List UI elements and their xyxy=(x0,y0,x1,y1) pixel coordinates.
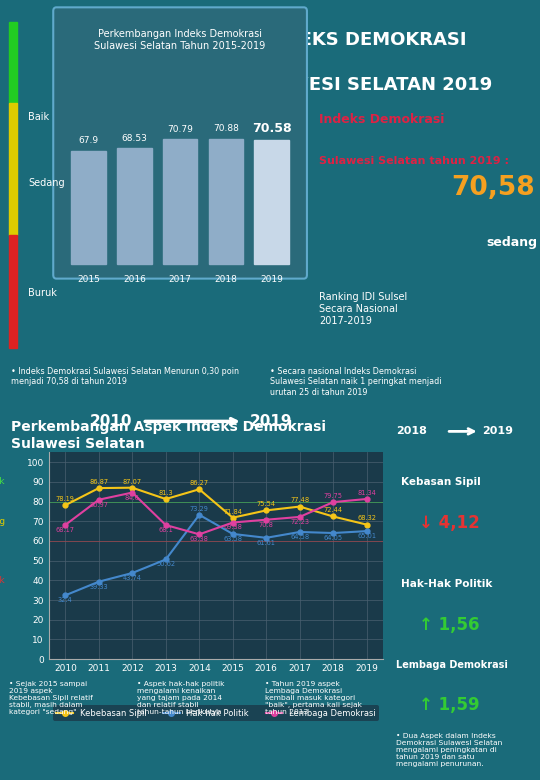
Text: SULAWESI SELATAN 2019: SULAWESI SELATAN 2019 xyxy=(237,76,492,94)
Text: 68.32: 68.32 xyxy=(357,516,376,522)
Text: 81.3: 81.3 xyxy=(158,490,173,496)
Text: 61.61: 61.61 xyxy=(257,540,275,546)
Text: 63.58: 63.58 xyxy=(223,536,242,542)
Bar xyxy=(117,148,152,264)
Text: 73.29: 73.29 xyxy=(190,505,208,512)
Text: 2019: 2019 xyxy=(483,426,514,436)
Text: 65.01: 65.01 xyxy=(357,533,376,539)
Bar xyxy=(254,140,289,264)
Text: 87.07: 87.07 xyxy=(123,478,142,484)
Text: 86.27: 86.27 xyxy=(190,480,209,486)
Text: 75.54: 75.54 xyxy=(256,502,276,507)
Text: • Secara nasional Indeks Demokrasi
Sulawesi Selatan naik 1 peringkat menjadi
uru: • Secara nasional Indeks Demokrasi Sulaw… xyxy=(270,367,442,397)
Text: Perkembangan Indeks Demokrasi
Sulawesi Selatan Tahun 2015-2019: Perkembangan Indeks Demokrasi Sulawesi S… xyxy=(94,30,266,51)
Text: 68.53: 68.53 xyxy=(122,134,147,143)
Text: 70.8: 70.8 xyxy=(259,522,274,527)
Text: 32.4: 32.4 xyxy=(58,597,73,603)
Text: 67.9: 67.9 xyxy=(79,136,99,145)
Text: Perkembangan Aspek Indeks Demokrasi
Sulawesi Selatan: Perkembangan Aspek Indeks Demokrasi Sula… xyxy=(11,420,326,451)
Text: Sedang: Sedang xyxy=(0,517,5,526)
Text: 2016: 2016 xyxy=(123,275,146,284)
Text: • Aspek hak-hak politik
mengalami kenaikan
yang tajam pada 2014
dan relatif stab: • Aspek hak-hak politik mengalami kenaik… xyxy=(137,681,225,714)
Text: 70,58: 70,58 xyxy=(452,175,535,200)
Text: 68.17: 68.17 xyxy=(56,526,75,533)
Text: ↑ 1,59: ↑ 1,59 xyxy=(419,696,480,714)
Text: 71.84: 71.84 xyxy=(223,509,242,515)
Text: 63.38: 63.38 xyxy=(190,537,208,542)
Text: ↓ 4,12: ↓ 4,12 xyxy=(419,513,480,531)
Text: 39.33: 39.33 xyxy=(90,583,108,590)
Text: 70.58: 70.58 xyxy=(252,122,292,135)
Bar xyxy=(9,103,17,235)
Text: 64.05: 64.05 xyxy=(323,535,343,541)
Text: • Sejak 2015 sampai
2019 aspek
Kebebasan Sipil relatif
stabil, masih dalam
kateg: • Sejak 2015 sampai 2019 aspek Kebebasan… xyxy=(9,681,93,714)
Text: 72.23: 72.23 xyxy=(290,519,309,525)
Text: Kebasan Sipil: Kebasan Sipil xyxy=(401,477,481,487)
Bar xyxy=(71,151,106,264)
Text: Baik: Baik xyxy=(0,477,5,487)
Text: 64.58: 64.58 xyxy=(290,534,309,540)
Bar xyxy=(163,139,197,264)
Text: Lembaga Demokrasi: Lembaga Demokrasi xyxy=(396,660,508,669)
Text: 77.48: 77.48 xyxy=(290,498,309,503)
Legend: Kebebasan Sipil, Hak-hak Politik, Lembaga Demokrasi: Kebebasan Sipil, Hak-hak Politik, Lembag… xyxy=(53,705,379,721)
Text: 70.88: 70.88 xyxy=(213,124,239,133)
Text: • Dua Aspek dalam Indeks
Demokrasi Sulawesi Selatan
mengalami peningkatan di
tah: • Dua Aspek dalam Indeks Demokrasi Sulaw… xyxy=(396,732,503,767)
FancyBboxPatch shape xyxy=(53,7,307,278)
Text: 50.62: 50.62 xyxy=(156,562,176,567)
Text: Indeks Demokrasi: Indeks Demokrasi xyxy=(319,113,445,126)
Text: Buruk: Buruk xyxy=(0,576,5,585)
Text: 2019: 2019 xyxy=(260,275,283,284)
Text: 68.1: 68.1 xyxy=(158,527,173,533)
Text: 70.79: 70.79 xyxy=(167,125,193,133)
Text: Sedang: Sedang xyxy=(28,179,65,188)
Text: sedang: sedang xyxy=(487,236,538,250)
Text: 79.75: 79.75 xyxy=(323,493,343,499)
Text: Ranking IDI Sulsel
Secara Nasional
2017-2019: Ranking IDI Sulsel Secara Nasional 2017-… xyxy=(319,292,408,326)
Text: Sulawesi Selatan tahun 2019 :: Sulawesi Selatan tahun 2019 : xyxy=(319,156,509,166)
Text: ↑ 1,56: ↑ 1,56 xyxy=(419,615,480,633)
Text: Baik: Baik xyxy=(28,112,49,122)
Text: 80.97: 80.97 xyxy=(89,502,109,508)
Text: 84.6: 84.6 xyxy=(125,495,140,501)
Text: 2017: 2017 xyxy=(168,275,192,284)
Text: 86.87: 86.87 xyxy=(89,479,109,485)
Text: Buruk: Buruk xyxy=(28,289,57,298)
Text: 2010: 2010 xyxy=(90,414,132,429)
Text: 2018: 2018 xyxy=(396,426,427,436)
Text: 69.38: 69.38 xyxy=(224,524,242,530)
Text: 2019: 2019 xyxy=(249,414,292,429)
Bar xyxy=(9,22,17,103)
Text: • Tahun 2019 aspek
Lembaga Demokrasi
kembali masuk kategori
"baik", pertama kali: • Tahun 2019 aspek Lembaga Demokrasi kem… xyxy=(265,681,362,714)
Text: 43.74: 43.74 xyxy=(123,575,142,581)
Text: Hak-Hak Politik: Hak-Hak Politik xyxy=(401,580,492,589)
Text: 2015: 2015 xyxy=(77,275,100,284)
Text: 81.34: 81.34 xyxy=(357,490,376,496)
Text: INDEKS DEMOKRASI: INDEKS DEMOKRASI xyxy=(263,30,466,48)
Text: 78.19: 78.19 xyxy=(56,496,75,502)
Bar xyxy=(9,235,17,348)
Text: 72.44: 72.44 xyxy=(323,507,343,513)
Bar xyxy=(208,139,243,264)
Text: 2018: 2018 xyxy=(214,275,237,284)
Text: • Indeks Demokrasi Sulawesi Selatan Menurun 0,30 poin
menjadi 70,58 di tahun 201: • Indeks Demokrasi Sulawesi Selatan Menu… xyxy=(11,367,239,386)
